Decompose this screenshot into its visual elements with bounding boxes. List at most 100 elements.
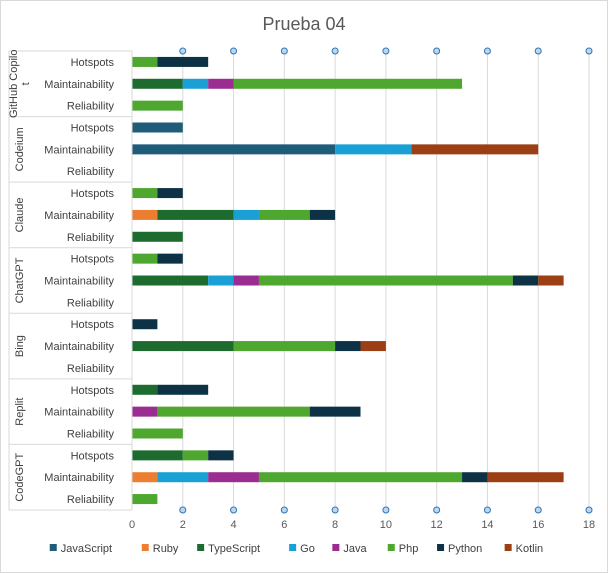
bar-segment [462, 472, 488, 483]
bar-segment [157, 188, 183, 199]
legend: JavaScript Ruby TypeScript Go Java Php Python K… [49, 543, 544, 555]
axis-marker [483, 506, 491, 514]
bar-segment [132, 494, 158, 505]
group-label: Claude [14, 197, 26, 232]
bar-segment [233, 275, 259, 286]
bar-segment [182, 450, 209, 461]
legend-label: Php [399, 543, 419, 555]
chart-title: Prueba 04 [262, 14, 345, 34]
bar-segment [258, 209, 310, 220]
legend-label: Java [343, 543, 367, 555]
legend-label: Ruby [153, 543, 179, 555]
legend-item: Java [332, 543, 367, 555]
axis-marker [433, 47, 441, 55]
subcategory-label: Hotspots [71, 319, 115, 331]
legend-label: Python [448, 543, 482, 555]
legend-label: Go [300, 543, 315, 555]
axis-marker [382, 47, 390, 55]
bar-segment [360, 341, 386, 352]
bar-segment [132, 78, 183, 89]
bar-segment [309, 406, 361, 417]
subcategory-label: Hotspots [71, 57, 115, 69]
x-tick-label: 0 [129, 519, 135, 531]
x-tick-label: 8 [332, 519, 338, 531]
bar-segment [157, 384, 209, 395]
bar-segment [258, 472, 463, 483]
axis-marker [534, 506, 542, 514]
legend-swatch [197, 544, 205, 551]
legend-label: JavaScript [61, 543, 112, 555]
x-tick-label: 18 [583, 519, 595, 531]
subcategory-label: Maintainability [44, 144, 114, 156]
legend-label: Kotlin [516, 543, 544, 555]
group-label: CodeGPT [14, 452, 26, 501]
bar-segment [512, 275, 539, 286]
axis-marker [230, 506, 238, 514]
bar-segment [182, 78, 209, 89]
bar-segment [411, 144, 539, 155]
axis-marker [331, 506, 339, 514]
legend-label: TypeScript [208, 543, 260, 555]
legend-swatch [289, 544, 297, 551]
bar-segment [132, 384, 158, 395]
bar-segment [157, 209, 234, 220]
bar-segment [132, 209, 158, 220]
legend-item: TypeScript [197, 543, 260, 555]
bar-segment [132, 319, 158, 330]
bar-segment [309, 209, 336, 220]
x-tick-label: 6 [281, 519, 287, 531]
legend-item: Go [289, 543, 315, 555]
bar-segment [132, 341, 234, 352]
bar-segment [157, 472, 209, 483]
legend-swatch [49, 544, 57, 551]
bars-layer [132, 56, 564, 505]
bar-segment [132, 472, 158, 483]
legend-swatch [141, 544, 149, 551]
x-tick-label: 2 [180, 519, 186, 531]
axis-marker [179, 506, 187, 514]
axis-marker [280, 47, 288, 55]
legend-swatch [437, 544, 445, 551]
subcategory-label: Hotspots [71, 254, 115, 266]
legend-item: Python [437, 543, 482, 555]
subcategory-label: Reliability [67, 166, 115, 178]
bar-segment [132, 100, 183, 111]
legend-item: Kotlin [504, 543, 544, 555]
bar-segment [335, 144, 412, 155]
subcategory-label: Reliability [67, 363, 115, 375]
bar-segment [132, 188, 158, 199]
legend-swatch [387, 544, 395, 551]
axis-marker [179, 47, 187, 55]
bar-segment [132, 231, 183, 242]
bar-segment [208, 275, 234, 286]
subcategory-label: Hotspots [71, 385, 115, 397]
subcategory-label: Maintainability [44, 210, 114, 222]
x-tick-label: 10 [380, 519, 392, 531]
bar-segment [157, 253, 183, 264]
legend-item: Ruby [141, 543, 179, 555]
legend-swatch [504, 544, 512, 551]
axis-marker [382, 506, 390, 514]
bar-segment [132, 253, 158, 264]
subcategory-label: Reliability [67, 429, 115, 441]
axis-marker [585, 47, 593, 55]
bar-segment [208, 450, 234, 461]
subcategory-label: Reliability [67, 232, 115, 244]
axis-marker [433, 506, 441, 514]
axis-marker [585, 506, 593, 514]
group-label: Bing [14, 335, 26, 357]
subcategory-label: Reliability [67, 494, 115, 506]
subcategory-label: Maintainability [44, 472, 114, 484]
axis-layer: 0 2 4 6 8 10 12 14 16 18 GitHub Copilot Hotspots Mai… [8, 47, 595, 531]
bar-segment [233, 209, 259, 220]
bar-segment [132, 428, 183, 439]
subcategory-label: Maintainability [44, 79, 114, 91]
axis-marker [280, 506, 288, 514]
bar-segment [258, 275, 513, 286]
group-label: Codeium [14, 127, 26, 171]
bar-segment [208, 78, 234, 89]
bar-segment [157, 406, 310, 417]
bar-segment [208, 472, 259, 483]
